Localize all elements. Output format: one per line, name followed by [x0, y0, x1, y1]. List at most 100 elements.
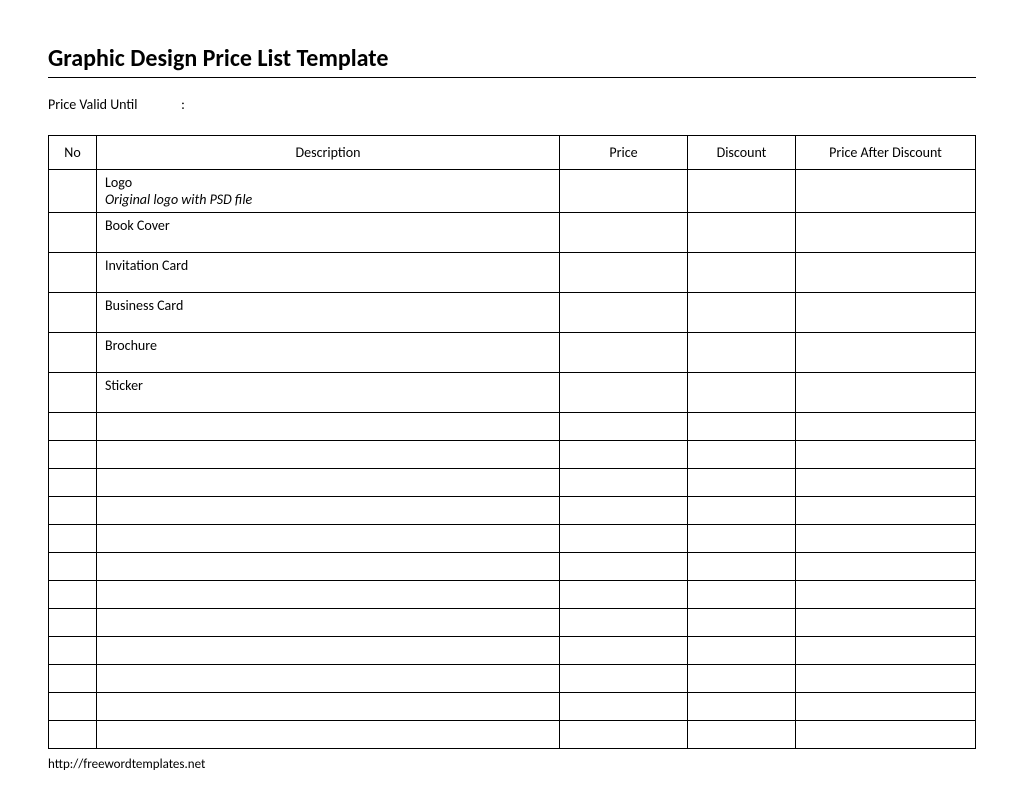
table-row: LogoOriginal logo with PSD file	[49, 170, 976, 213]
table-row	[49, 721, 976, 749]
cell-discount	[688, 609, 796, 637]
desc-main: Business Card	[105, 297, 551, 314]
cell-no	[49, 525, 97, 553]
cell-description	[97, 721, 560, 749]
table-row: Book Cover	[49, 213, 976, 253]
cell-after	[796, 609, 976, 637]
cell-no	[49, 609, 97, 637]
cell-description: LogoOriginal logo with PSD file	[97, 170, 560, 213]
valid-until-line: Price Valid Until :	[48, 96, 976, 113]
cell-description: Business Card	[97, 293, 560, 333]
table-row: Business Card	[49, 293, 976, 333]
cell-description: Invitation Card	[97, 253, 560, 293]
col-price: Price	[560, 136, 688, 170]
cell-no	[49, 213, 97, 253]
cell-after	[796, 413, 976, 441]
cell-after	[796, 721, 976, 749]
cell-no	[49, 497, 97, 525]
cell-no	[49, 553, 97, 581]
cell-discount	[688, 413, 796, 441]
cell-price	[560, 373, 688, 413]
table-row: Invitation Card	[49, 253, 976, 293]
cell-price	[560, 213, 688, 253]
table-body: LogoOriginal logo with PSD file Book Cove…	[49, 170, 976, 749]
cell-description	[97, 637, 560, 665]
col-description: Description	[97, 136, 560, 170]
cell-price	[560, 637, 688, 665]
cell-after	[796, 553, 976, 581]
cell-price	[560, 721, 688, 749]
cell-after	[796, 333, 976, 373]
cell-no	[49, 373, 97, 413]
cell-after	[796, 637, 976, 665]
cell-price	[560, 441, 688, 469]
desc-sub: Original logo with PSD file	[105, 191, 551, 208]
cell-no	[49, 581, 97, 609]
desc-main: Invitation Card	[105, 257, 551, 274]
table-row	[49, 441, 976, 469]
cell-description	[97, 581, 560, 609]
cell-discount	[688, 333, 796, 373]
cell-discount	[688, 693, 796, 721]
cell-no	[49, 693, 97, 721]
table-row	[49, 469, 976, 497]
cell-description: Sticker	[97, 373, 560, 413]
table-row	[49, 413, 976, 441]
cell-discount	[688, 665, 796, 693]
table-row	[49, 553, 976, 581]
cell-description	[97, 693, 560, 721]
cell-description: Book Cover	[97, 213, 560, 253]
page-title: Graphic Design Price List Template	[48, 44, 976, 78]
cell-price	[560, 333, 688, 373]
col-price-after-discount: Price After Discount	[796, 136, 976, 170]
cell-after	[796, 525, 976, 553]
cell-description	[97, 553, 560, 581]
cell-after	[796, 170, 976, 213]
footer-url: http://freewordtemplates.net	[48, 757, 976, 772]
cell-after	[796, 213, 976, 253]
cell-after	[796, 373, 976, 413]
col-no: No	[49, 136, 97, 170]
table-row: Brochure	[49, 333, 976, 373]
cell-description	[97, 441, 560, 469]
cell-discount	[688, 373, 796, 413]
price-table: No Description Price Discount Price Afte…	[48, 135, 976, 749]
table-row	[49, 693, 976, 721]
cell-discount	[688, 497, 796, 525]
cell-price	[560, 525, 688, 553]
valid-until-label: Price Valid Until	[48, 96, 178, 113]
cell-no	[49, 665, 97, 693]
cell-after	[796, 665, 976, 693]
cell-description	[97, 665, 560, 693]
table-row	[49, 665, 976, 693]
cell-price	[560, 413, 688, 441]
valid-until-sep: :	[181, 96, 185, 113]
cell-no	[49, 333, 97, 373]
cell-price	[560, 170, 688, 213]
desc-main: Logo	[105, 174, 551, 191]
cell-discount	[688, 581, 796, 609]
cell-description	[97, 413, 560, 441]
table-row	[49, 525, 976, 553]
cell-description	[97, 609, 560, 637]
cell-discount	[688, 469, 796, 497]
cell-after	[796, 253, 976, 293]
table-row	[49, 497, 976, 525]
table-header-row: No Description Price Discount Price Afte…	[49, 136, 976, 170]
cell-after	[796, 497, 976, 525]
desc-main: Brochure	[105, 337, 551, 354]
cell-price	[560, 497, 688, 525]
cell-price	[560, 609, 688, 637]
cell-price	[560, 553, 688, 581]
cell-discount	[688, 441, 796, 469]
cell-discount	[688, 293, 796, 333]
cell-no	[49, 469, 97, 497]
cell-discount	[688, 170, 796, 213]
cell-no	[49, 413, 97, 441]
cell-price	[560, 693, 688, 721]
table-row	[49, 581, 976, 609]
cell-description	[97, 525, 560, 553]
cell-after	[796, 693, 976, 721]
desc-main: Book Cover	[105, 217, 551, 234]
cell-discount	[688, 637, 796, 665]
